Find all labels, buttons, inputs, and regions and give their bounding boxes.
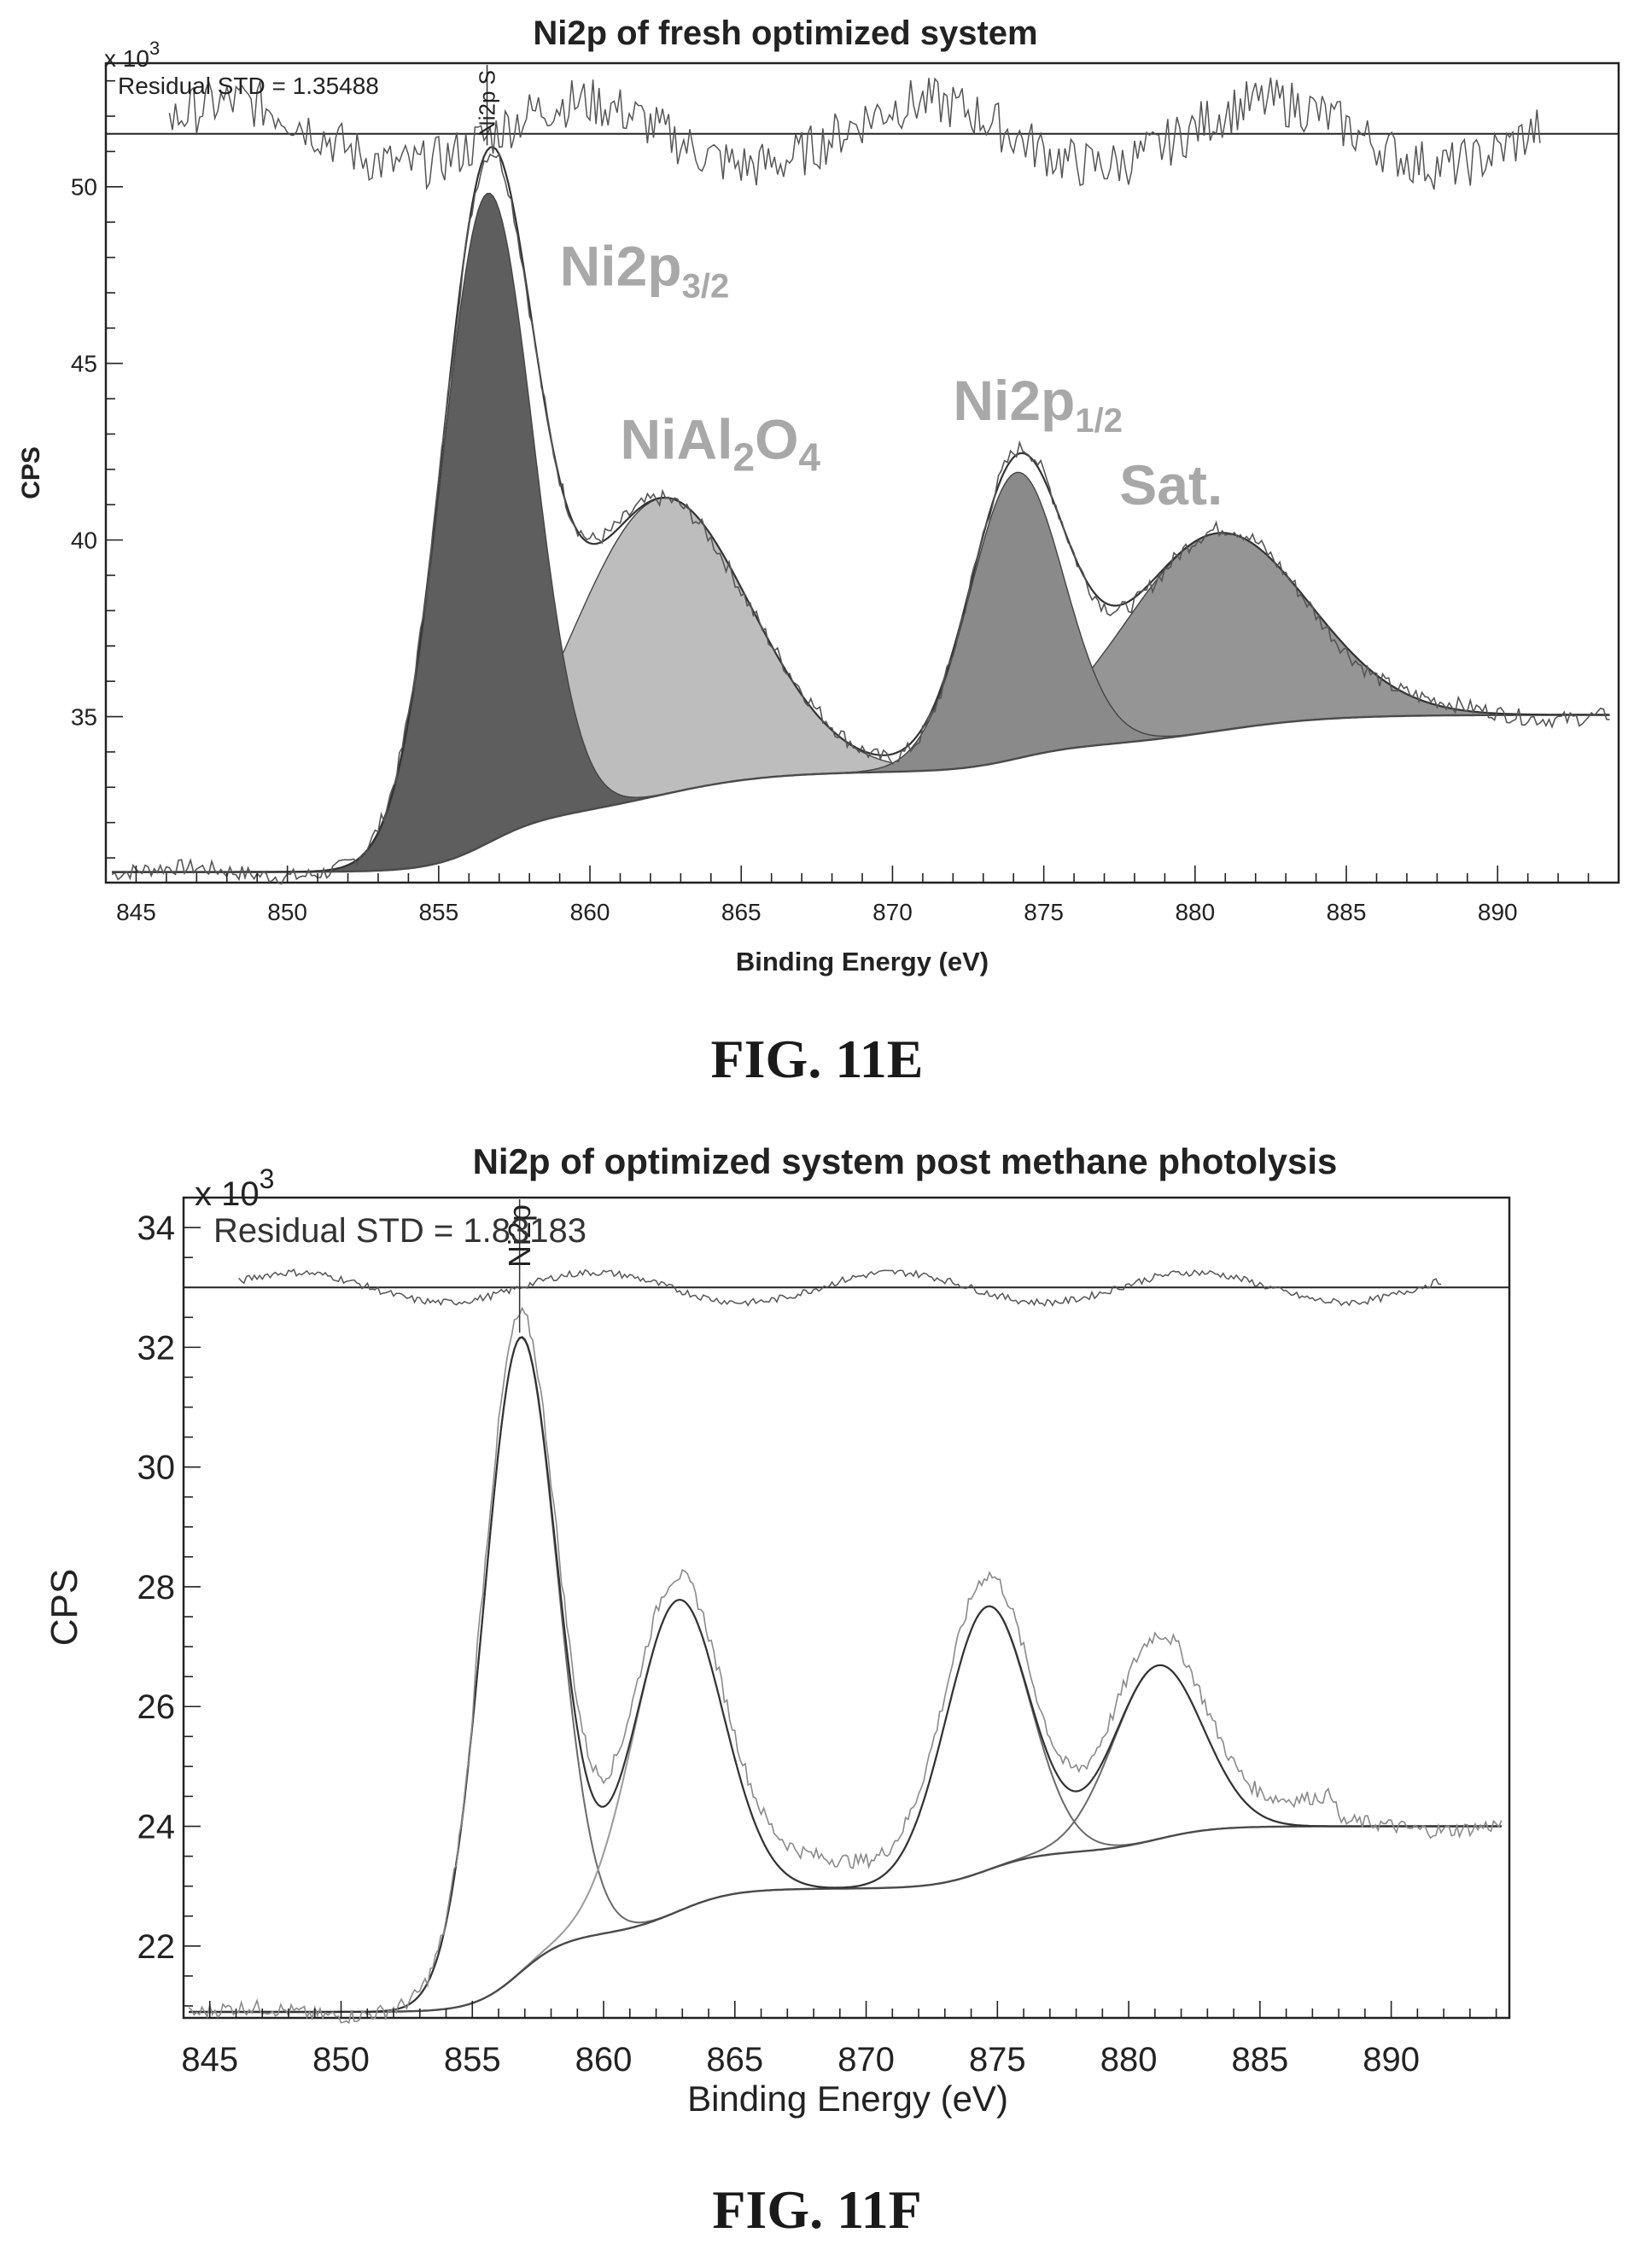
y-tick-label: 40	[71, 527, 97, 553]
background-line	[189, 1825, 1502, 2014]
y-tick-label: 50	[71, 174, 97, 201]
x-tick-label: 880	[1100, 2041, 1158, 2079]
y-tick-label: 22	[137, 1928, 176, 1966]
x-tick-label: 875	[1024, 899, 1064, 925]
chart-f-xlabel: Binding Energy (eV)	[687, 2079, 1008, 2119]
chart-e-plot-area: Ni2p S 845 850 855 860 865 870 875 880 885 890 35 40…	[71, 65, 1619, 925]
raw-data-line	[188, 1306, 1503, 2025]
x-tick-label: 855	[444, 2041, 501, 2079]
y-tick-label: 34	[137, 1210, 176, 1247]
fig-e-caption: FIG. 11E	[711, 1029, 924, 1089]
x-tick-label: 845	[181, 2041, 238, 2079]
x-tick-label: 865	[706, 2041, 763, 2079]
chart-f-title: Ni2p of optimized system post methane ph…	[473, 1141, 1338, 1181]
x-tick-label: 885	[1327, 899, 1367, 925]
residual-trace	[238, 1268, 1442, 1307]
chart-f: Ni2p of optimized system post methane ph…	[44, 1141, 1511, 2119]
chart-e-ylabel: CPS	[17, 446, 45, 499]
chart-f-plot-frame	[182, 1196, 1511, 2020]
component-label-1: Ni2p3/2	[560, 235, 730, 306]
chart-e-y-multiplier: x 103	[104, 38, 160, 72]
y-tick-label: 28	[137, 1569, 176, 1606]
chart-e-residual-std: Residual STD = 1.35488	[118, 73, 379, 99]
x-tick-label: 885	[1231, 2041, 1288, 2079]
chart-e-title: Ni2p of fresh optimized system	[533, 15, 1037, 52]
chart-f-y-multiplier: x 103	[195, 1163, 274, 1213]
x-tick-label: 850	[267, 899, 307, 925]
component-peak-2	[456, 1599, 898, 2009]
y-tick-label: 30	[137, 1449, 176, 1487]
component-peak-4	[937, 1664, 1379, 1885]
component-label-3: Ni2p1/2	[953, 369, 1123, 440]
x-tick-label: 860	[570, 899, 610, 925]
raw-data-line	[111, 153, 1610, 885]
x-tick-label: 870	[872, 899, 913, 925]
x-tick-label: 875	[969, 2041, 1026, 2079]
chart-e: Ni2p of fresh optimized system Ni2p S 845…	[17, 15, 1620, 977]
component-peak-3	[779, 1605, 1195, 1891]
x-tick-label: 865	[721, 899, 762, 925]
y-tick-label: 35	[71, 703, 97, 730]
x-tick-label: 870	[837, 2041, 895, 2079]
peak-marker-label: Ni2p S	[475, 70, 500, 137]
peak-marker-label: Ni2p	[502, 1204, 537, 1268]
residual-trace	[168, 77, 1541, 190]
x-tick-label: 890	[1478, 899, 1518, 925]
y-tick-label: 32	[137, 1329, 176, 1367]
chart-e-xlabel: Binding Energy (eV)	[736, 947, 989, 977]
y-tick-label: 45	[71, 351, 97, 377]
component-label-2: NiAl2O4	[620, 407, 820, 479]
x-tick-label: 880	[1175, 899, 1215, 925]
y-tick-label: 26	[137, 1688, 176, 1726]
x-tick-label: 855	[418, 899, 458, 925]
fig-f-caption: FIG. 11F	[712, 2179, 921, 2240]
x-tick-label: 890	[1363, 2041, 1420, 2079]
x-tick-label: 850	[312, 2041, 370, 2079]
background-line	[112, 714, 1610, 873]
chart-f-plot-area: Ni2p 845 850 855 860 865 870 875 880 885 890 22 24 26…	[137, 1197, 1509, 2079]
chart-f-ylabel: CPS	[44, 1569, 85, 1646]
y-tick-label: 24	[137, 1809, 176, 1846]
envelope-line	[189, 1336, 1502, 2014]
x-tick-label: 860	[575, 2041, 633, 2079]
component-label-4: Sat.	[1119, 453, 1223, 516]
x-tick-label: 845	[116, 899, 156, 925]
chart-f-residual-std: Residual STD = 1.83183	[213, 1212, 586, 1250]
